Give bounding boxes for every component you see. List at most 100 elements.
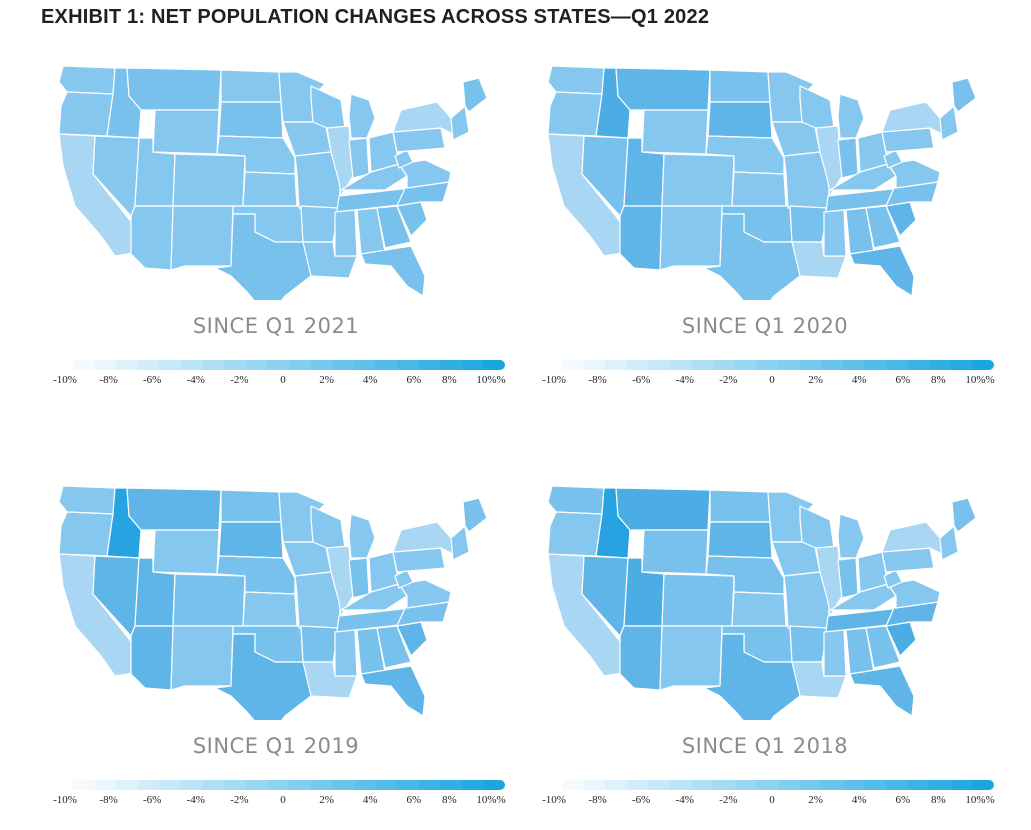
scale-step: [94, 360, 117, 370]
scale-step: [245, 780, 268, 790]
scale-step: [583, 780, 606, 790]
scale-tick-label: -2%: [719, 794, 738, 806]
panel-label: SINCE Q1 2021: [192, 314, 360, 338]
scale-step: [418, 780, 441, 790]
state-nd: [709, 69, 771, 103]
us-state-map: [547, 485, 977, 720]
state-sd: [707, 101, 773, 139]
state-me: [951, 497, 977, 533]
state-ny: [881, 521, 943, 555]
state-wi: [310, 85, 346, 129]
state-ga: [376, 205, 412, 249]
scale-tick-label: 4%: [851, 794, 867, 806]
state-co: [661, 153, 735, 207]
state-mi: [837, 513, 865, 559]
state-ks: [731, 591, 787, 627]
scale-step: [353, 360, 376, 370]
state-ny: [392, 101, 454, 135]
panel-label: SINCE Q1 2020: [681, 314, 849, 338]
scale-step: [159, 780, 181, 790]
state-mt: [126, 67, 222, 111]
scale-step: [907, 780, 930, 790]
map-panel-2021: SINCE Q1 2021 -10% -8% -6% -4% -2% 0 2% 4% 6% 8% 1…: [41, 50, 511, 410]
scale-step: [734, 780, 757, 790]
state-wy: [641, 529, 709, 575]
state-ga: [865, 205, 901, 249]
scale-tick-label: -10%: [53, 794, 77, 806]
state-wy: [152, 109, 220, 155]
state-mi: [348, 513, 376, 559]
scale-step: [648, 360, 670, 370]
us-state-map: [547, 65, 977, 300]
state-ms: [823, 629, 847, 677]
state-me: [462, 77, 488, 113]
state-nm: [659, 205, 723, 271]
scale-step: [375, 360, 397, 370]
state-ne-reg: [939, 105, 959, 141]
scale-step: [418, 360, 441, 370]
state-wi: [799, 85, 835, 129]
state-ar: [300, 625, 340, 663]
scale-tick-label: -6%: [143, 794, 162, 806]
scale-step: [842, 780, 865, 790]
state-or: [58, 91, 114, 137]
scale-step: [842, 360, 865, 370]
scale-tick-label: 0: [769, 374, 775, 386]
state-fl: [849, 665, 915, 717]
state-ms: [823, 209, 847, 257]
state-ms: [334, 629, 358, 677]
state-wy: [152, 529, 220, 575]
us-state-map: [58, 65, 488, 300]
scale-step: [799, 780, 822, 790]
state-wi: [310, 505, 346, 549]
state-tx: [703, 213, 801, 300]
scale-tick-label: 6%: [406, 794, 422, 806]
scale-tick-label: 4%: [851, 374, 867, 386]
scale-tick-label: -10%: [53, 374, 77, 386]
scale-step: [734, 360, 757, 370]
scale-step: [562, 780, 584, 790]
scale-step: [885, 360, 908, 370]
scale-step: [396, 360, 419, 370]
panel-label: SINCE Q1 2018: [681, 734, 849, 758]
state-ks: [242, 591, 298, 627]
scale-step: [864, 360, 886, 370]
scale-step: [605, 780, 627, 790]
scale-tick-label: 2%: [808, 374, 823, 386]
state-or: [547, 91, 603, 137]
scale-step: [310, 360, 333, 370]
state-ne-reg: [450, 105, 470, 141]
state-me: [951, 77, 977, 113]
state-wa: [58, 485, 116, 515]
scale-tick-label: 8%: [442, 794, 457, 806]
scale-tick-label: 2%: [319, 374, 334, 386]
scale-step: [626, 780, 649, 790]
scale-step: [245, 360, 268, 370]
state-wy: [641, 109, 709, 155]
scale-tick-label: 0: [280, 794, 286, 806]
scale-step: [669, 360, 692, 370]
scale-step: [950, 780, 973, 790]
scale-step: [756, 360, 778, 370]
state-in: [837, 137, 859, 179]
scale-step: [605, 360, 627, 370]
scale-step: [375, 780, 397, 790]
scale-tick-label: -4%: [186, 794, 205, 806]
exhibit-title: EXHIBIT 1: NET POPULATION CHANGES ACROSS…: [41, 6, 710, 28]
state-va: [887, 579, 941, 609]
state-fl: [360, 245, 426, 297]
state-wi: [799, 505, 835, 549]
scale-step: [777, 360, 800, 370]
color-scale-bar: [562, 780, 994, 790]
scale-step: [267, 360, 289, 370]
scale-step: [332, 780, 354, 790]
state-me: [462, 497, 488, 533]
scale-tick-label: 8%: [442, 374, 457, 386]
state-ny: [392, 521, 454, 555]
scale-tick-label: -8%: [99, 374, 118, 386]
state-co: [172, 153, 246, 207]
scale-tick-label: 2%: [808, 794, 823, 806]
state-fl: [849, 245, 915, 297]
scale-step: [929, 780, 951, 790]
scale-tick-label: -8%: [99, 794, 118, 806]
